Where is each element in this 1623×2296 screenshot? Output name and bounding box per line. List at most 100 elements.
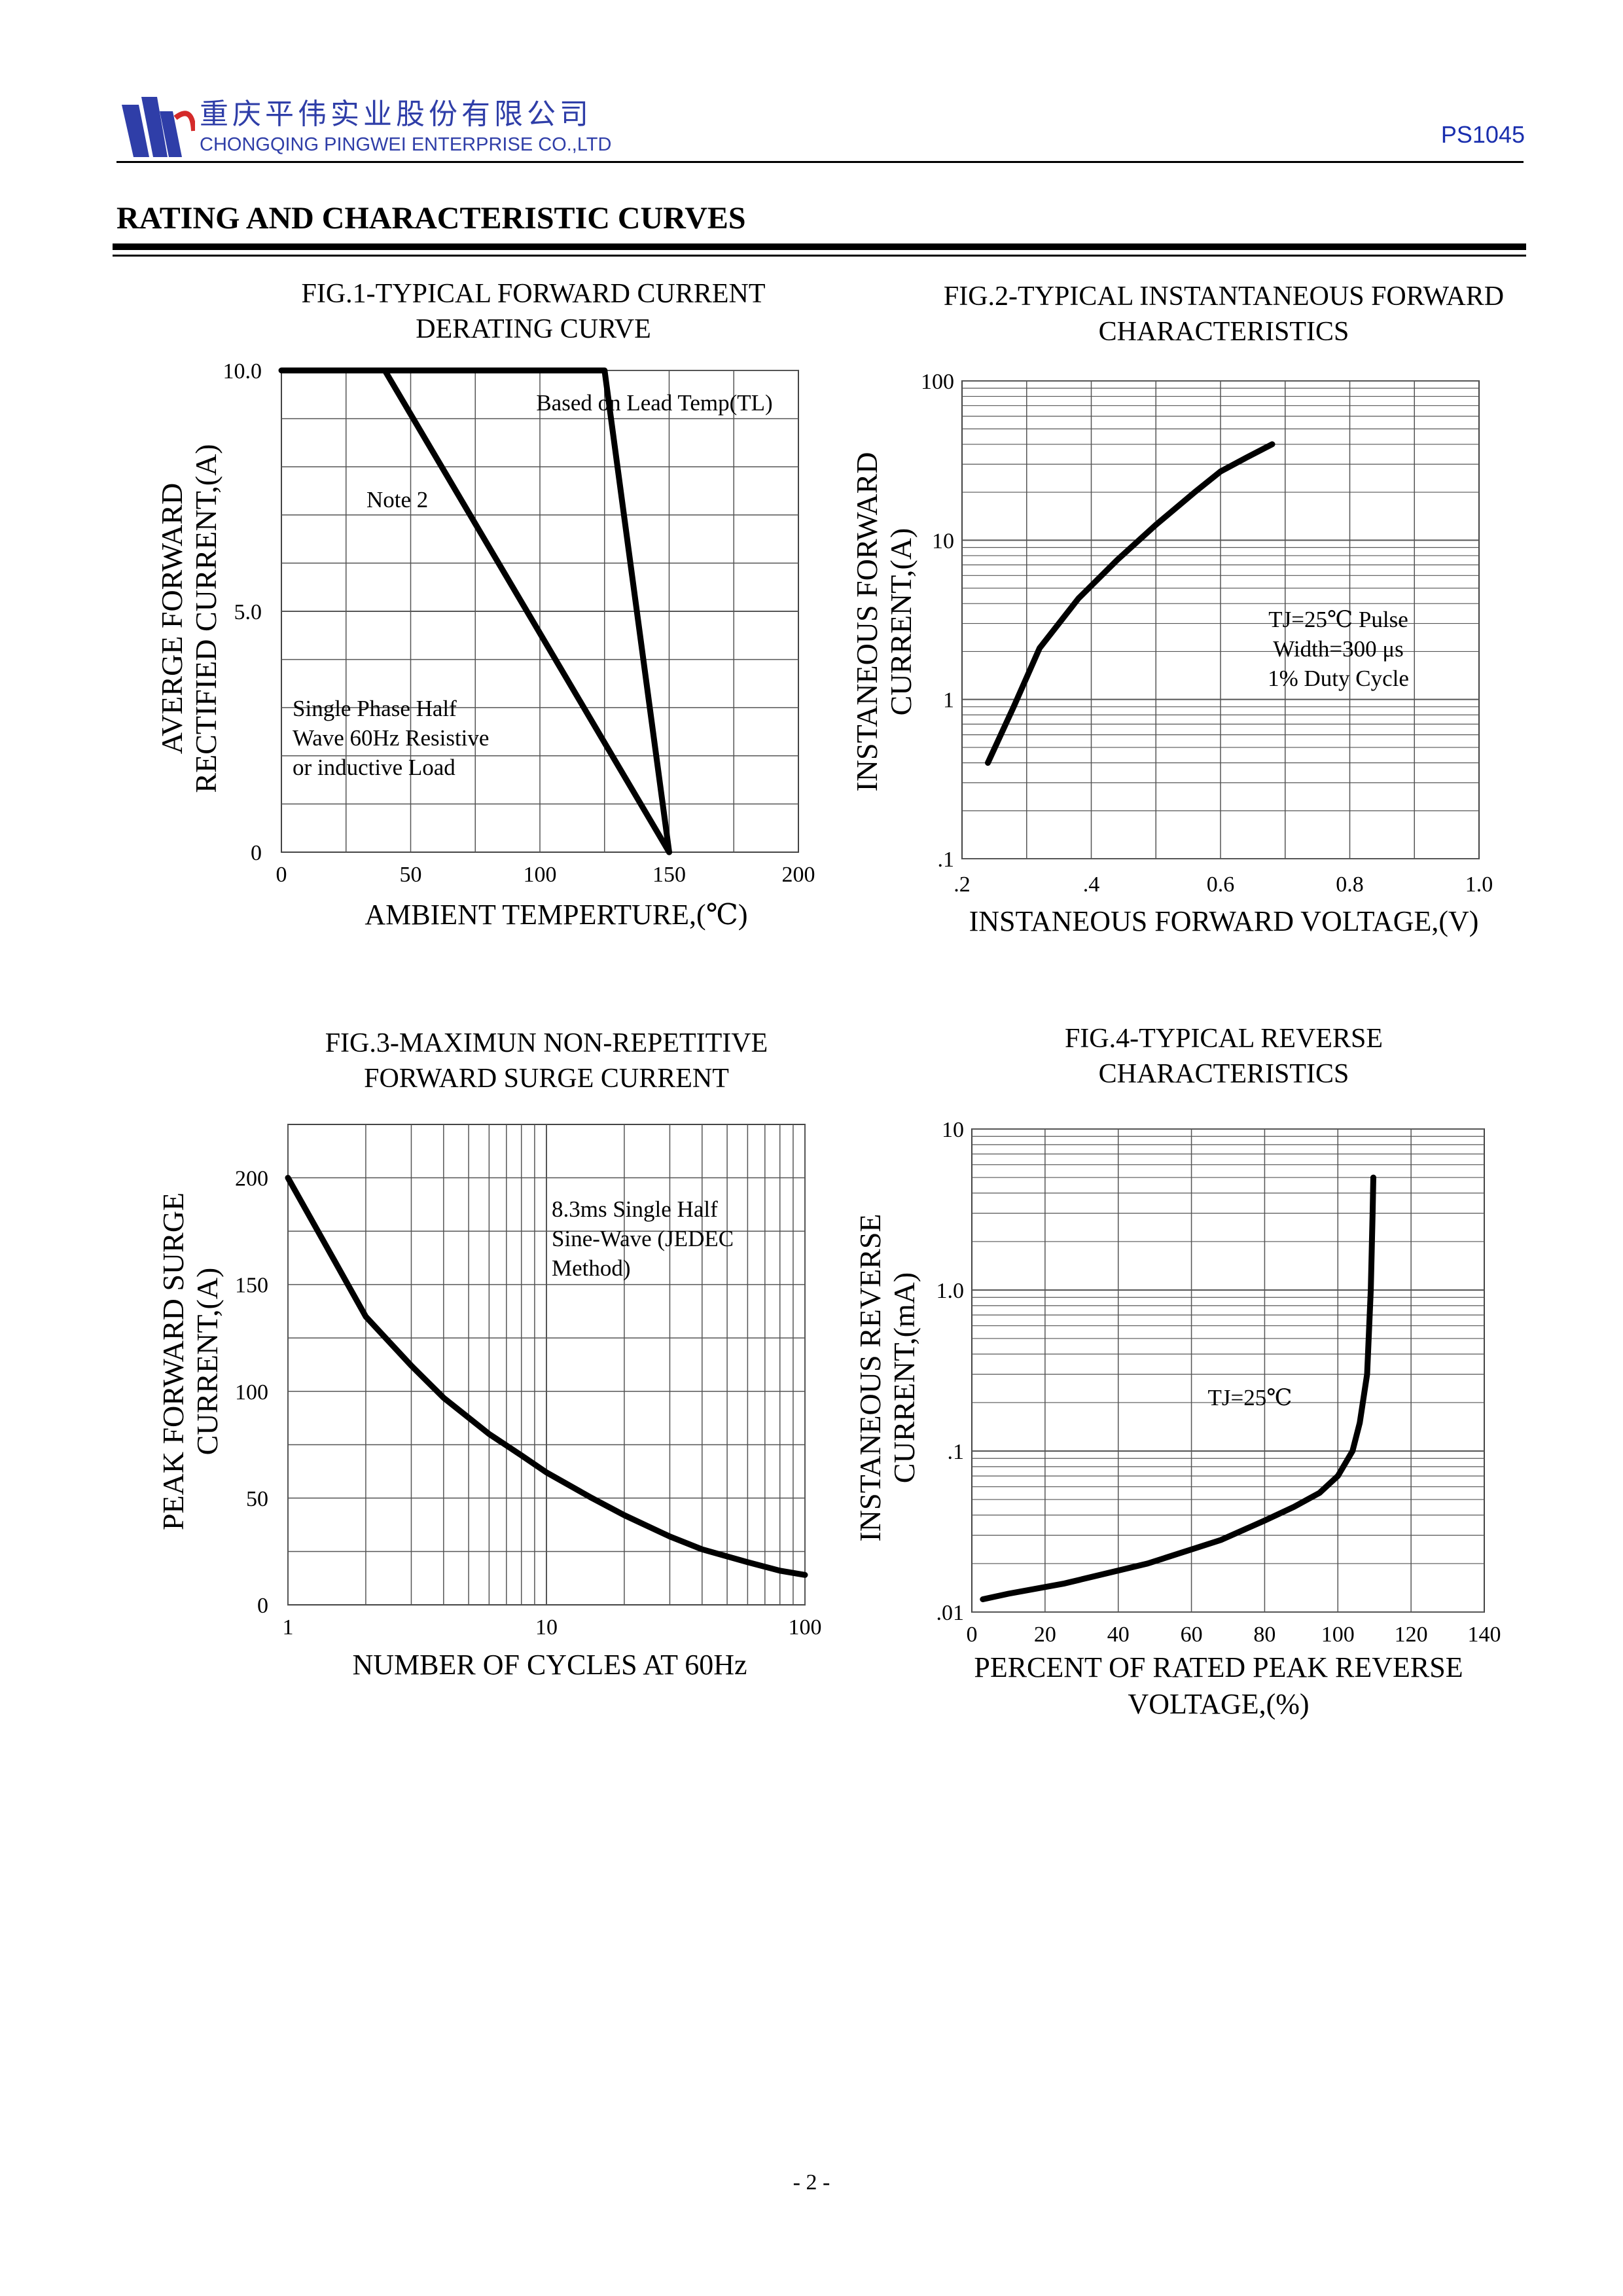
fig1-x-axis-label: AMBIENT TEMPERTURE,(℃)	[365, 899, 747, 931]
fig4-tick-labels: 0 20 40 60 80 100 120 140 .01 .1 1.0 10	[936, 1118, 1501, 1647]
fig1-y-axis-label-line1: AVERGE FORWARD	[155, 483, 188, 755]
fig3-tick-labels: 1 10 100 0 50 100 150 200	[235, 1167, 822, 1640]
fig4-title-line2: CHARACTERISTICS	[1099, 1059, 1349, 1089]
fig3-annotation-line1: 8.3ms Single Half	[552, 1196, 718, 1222]
fig2-title-line2: CHARACTERISTICS	[1099, 317, 1349, 347]
fig3-y-tick-label: 100	[235, 1380, 268, 1405]
section-title: RATING AND CHARACTERISTIC CURVES	[116, 201, 746, 236]
fig3-y-axis-label-line2: CURRENT,(A)	[190, 1268, 224, 1456]
fig3-chart: FIG.3-MAXIMUN NON-REPETITIVE FORWARD SUR…	[156, 1028, 822, 1681]
fig2-y-tick-label: 1	[943, 689, 954, 713]
fig1-x-tick-label: 0	[276, 863, 287, 887]
fig1-annotation-line1: Single Phase Half	[293, 696, 457, 721]
fig4-chart: FIG.4-TYPICAL REVERSE CHARACTERISTICS 0 2…	[853, 1024, 1501, 1720]
logo-accent-icon	[173, 111, 195, 132]
fig2-y-tick-label: 10	[932, 529, 954, 553]
fig1-y-tick-label: 0	[251, 841, 262, 865]
fig1-x-tick-label: 100	[524, 863, 557, 887]
fig4-annotation-tj: TJ=25℃	[1208, 1385, 1293, 1410]
fig2-x-tick-label: 1.0	[1465, 872, 1493, 897]
fig1-y-tick-label: 10.0	[223, 359, 262, 384]
fig1-y-axis-label-line2: RECTIFIED CURRENT,(A)	[189, 444, 223, 793]
fig2-x-tick-label: 0.8	[1336, 872, 1364, 897]
fig1-y-tick-label: 5.0	[234, 600, 262, 624]
fig2-x-tick-label: .4	[1083, 872, 1100, 897]
section-divider-thick	[113, 243, 1526, 250]
fig4-x-tick-label: 60	[1181, 1623, 1203, 1647]
fig3-y-tick-label: 150	[235, 1274, 268, 1298]
fig3-x-tick-label: 1	[283, 1615, 294, 1640]
fig4-x-axis-label-line1: PERCENT OF RATED PEAK REVERSE	[974, 1651, 1463, 1683]
company-logo	[122, 97, 195, 157]
fig1-x-tick-label: 200	[782, 863, 815, 887]
fig2-annotation-line1: TJ=25℃ Pulse	[1268, 607, 1408, 632]
fig3-y-tick-label: 50	[246, 1487, 268, 1511]
fig2-x-tick-label: 0.6	[1207, 872, 1235, 897]
fig2-tick-labels: .2 .4 0.6 0.8 1.0 .1 1 10 100	[921, 370, 1493, 897]
fig3-y-axis-label-line1: PEAK FORWARD SURGE	[156, 1193, 190, 1530]
part-number: PS1045	[1440, 121, 1525, 148]
fig3-x-axis-label: NUMBER OF CYCLES AT 60Hz	[352, 1649, 747, 1681]
fig2-grid	[961, 380, 1480, 859]
fig2-annotation-line3: 1% Duty Cycle	[1268, 666, 1409, 691]
fig3-title-line2: FORWARD SURGE CURRENT	[364, 1064, 729, 1094]
fig2-y-tick-label: .1	[938, 848, 955, 872]
fig1-annotation-line3: or inductive Load	[293, 755, 455, 780]
fig3-annotation-line2: Sine-Wave (JEDEC	[552, 1226, 734, 1251]
fig4-y-tick-label: .01	[936, 1601, 965, 1625]
fig1-annotation-lead-temp: Based on Lead Temp(TL)	[536, 390, 772, 416]
fig1-annotation-note2: Note 2	[366, 487, 428, 512]
fig4-x-tick-label: 0	[967, 1623, 978, 1647]
fig3-y-tick-label: 200	[235, 1167, 268, 1191]
company-name-en: CHONGQING PINGWEI ENTERPRISE CO.,LTD	[200, 134, 612, 155]
fig1-title-line1: FIG.1-TYPICAL FORWARD CURRENT	[302, 279, 766, 309]
fig3-x-tick-label: 100	[789, 1615, 822, 1640]
fig2-x-tick-label: .2	[954, 872, 971, 897]
fig3-x-tick-label: 10	[535, 1615, 558, 1640]
fig1-tick-labels: 0 50 100 150 200 0 5.0 10.0	[223, 359, 815, 887]
fig1-title-line2: DERATING CURVE	[416, 314, 651, 344]
fig1-series-line-1	[382, 367, 672, 855]
fig1-series	[278, 367, 672, 855]
fig1-grid	[281, 370, 799, 853]
fig1-annotation-line2: Wave 60Hz Resistive	[293, 725, 489, 751]
fig4-y-tick-label: 10	[942, 1118, 964, 1142]
fig4-x-tick-label: 20	[1034, 1623, 1056, 1647]
fig3-title-line1: FIG.3-MAXIMUN NON-REPETITIVE	[325, 1028, 768, 1058]
fig3-series	[285, 1175, 808, 1578]
company-name-cn: 重庆平伟实业股份有限公司	[200, 98, 592, 131]
fig3-grid	[287, 1124, 806, 1605]
fig4-x-tick-label: 40	[1107, 1623, 1130, 1647]
fig2-y-axis-label-line2: CURRENT,(A)	[884, 528, 918, 716]
header-divider	[116, 161, 1524, 163]
fig1-x-tick-label: 150	[652, 863, 686, 887]
fig3-y-tick-label: 0	[257, 1594, 268, 1618]
fig4-y-axis-label-line1: INSTANEOUS REVERSE	[853, 1213, 887, 1541]
fig2-series	[985, 441, 1275, 766]
fig4-x-tick-label: 120	[1395, 1623, 1428, 1647]
fig4-y-axis-label-line2: CURRENT,(mA)	[887, 1272, 921, 1483]
page-number: - 2 -	[793, 2170, 830, 2195]
fig4-series	[980, 1174, 1376, 1602]
fig4-x-tick-label: 140	[1468, 1623, 1501, 1647]
fig4-x-axis-label-line2: VOLTAGE,(%)	[1128, 1688, 1309, 1720]
fig1-chart: FIG.1-TYPICAL FORWARD CURRENT DERATING C…	[155, 279, 815, 931]
fig2-series-line-0	[985, 441, 1275, 766]
fig4-series-line-0	[980, 1174, 1376, 1602]
fig4-title-line1: FIG.4-TYPICAL REVERSE	[1065, 1024, 1383, 1054]
section-divider-thin	[113, 255, 1526, 257]
fig2-y-axis-label-line1: INSTANEOUS FORWARD	[850, 452, 883, 792]
fig4-y-tick-label: 1.0	[936, 1279, 965, 1303]
fig4-x-tick-label: 80	[1253, 1623, 1275, 1647]
fig2-x-axis-label: INSTANEOUS FORWARD VOLTAGE,(V)	[969, 905, 1479, 937]
fig3-annotation-line3: Method)	[552, 1255, 631, 1281]
fig2-annotation-line2: Width=300 μs	[1273, 636, 1403, 662]
fig1-x-tick-label: 50	[400, 863, 422, 887]
fig2-chart: FIG.2-TYPICAL INSTANTANEOUS FORWARD CHAR…	[850, 281, 1504, 937]
fig2-title-line1: FIG.2-TYPICAL INSTANTANEOUS FORWARD	[944, 281, 1504, 312]
fig4-x-tick-label: 100	[1321, 1623, 1355, 1647]
fig2-y-tick-label: 100	[921, 370, 954, 394]
fig4-grid	[971, 1128, 1485, 1613]
fig4-y-tick-label: .1	[948, 1440, 965, 1464]
